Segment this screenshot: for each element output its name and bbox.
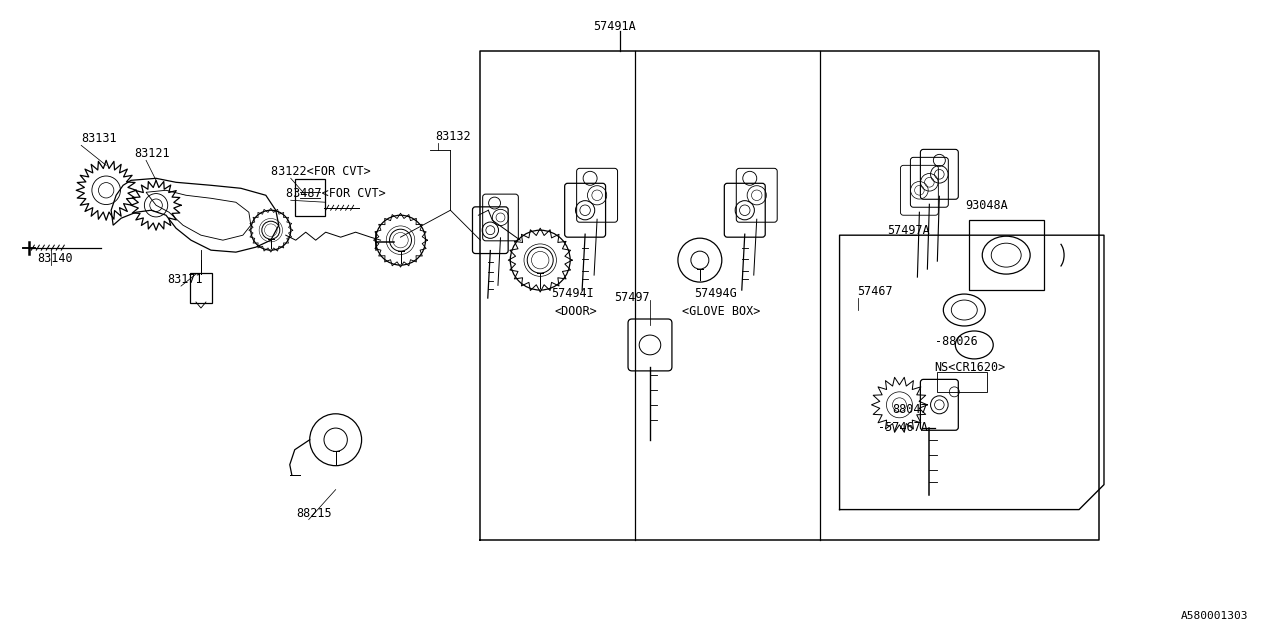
Text: 83122<FOR CVT>: 83122<FOR CVT> bbox=[271, 165, 370, 179]
Text: <GLOVE BOX>: <GLOVE BOX> bbox=[682, 305, 760, 318]
Text: 57497A: 57497A bbox=[887, 224, 931, 237]
Text: <DOOR>: <DOOR> bbox=[554, 305, 596, 318]
Text: 57497: 57497 bbox=[614, 291, 650, 304]
Text: -57467A: -57467A bbox=[878, 420, 928, 434]
Text: 57491A: 57491A bbox=[593, 20, 636, 33]
Text: NS<CR1620>: NS<CR1620> bbox=[934, 361, 1006, 374]
Text: 83140: 83140 bbox=[37, 252, 73, 265]
Text: 83171: 83171 bbox=[166, 273, 202, 286]
Text: 83132: 83132 bbox=[435, 131, 471, 143]
Text: 83121: 83121 bbox=[134, 147, 170, 161]
Text: 57494G: 57494G bbox=[694, 287, 736, 300]
Text: 57494I: 57494I bbox=[552, 287, 594, 300]
Text: 88215: 88215 bbox=[297, 507, 333, 520]
Text: 93048A: 93048A bbox=[965, 199, 1009, 212]
Text: 57467: 57467 bbox=[858, 285, 893, 298]
Bar bbox=[937, 372, 987, 392]
Text: 83131: 83131 bbox=[81, 132, 116, 145]
Text: A580001303: A580001303 bbox=[1181, 611, 1249, 621]
Text: 88047: 88047 bbox=[892, 403, 928, 416]
Text: 83487<FOR CVT>: 83487<FOR CVT> bbox=[285, 188, 385, 200]
Bar bbox=[969, 220, 1044, 290]
Text: -88026: -88026 bbox=[936, 335, 978, 348]
